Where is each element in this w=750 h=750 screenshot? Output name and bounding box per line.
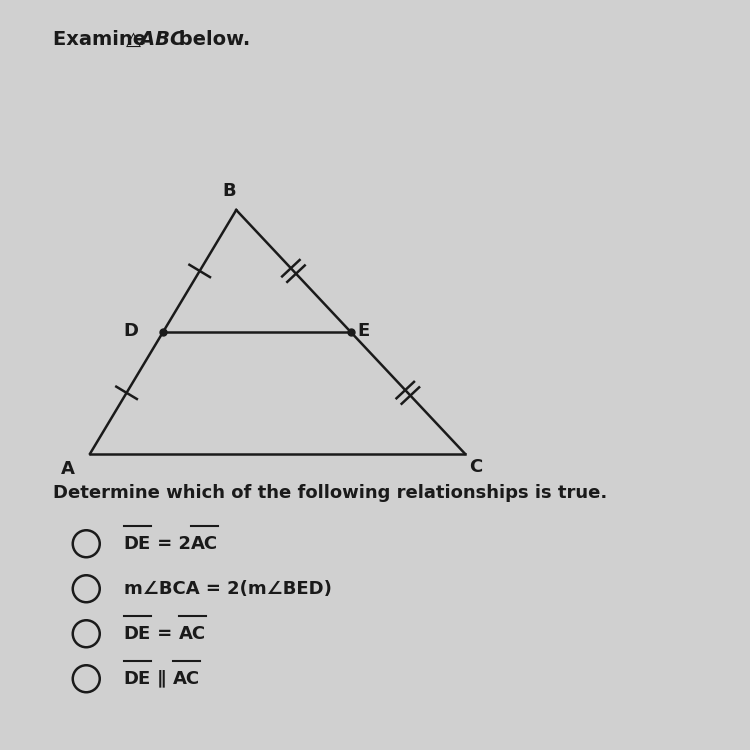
Text: D: D [124,322,139,340]
Text: m∠BCA = 2(m∠BED): m∠BCA = 2(m∠BED) [124,580,332,598]
Text: DE: DE [124,625,151,643]
Text: AC: AC [172,670,200,688]
Text: =: = [151,625,178,643]
Text: △ABC: △ABC [126,30,185,49]
Text: E: E [358,322,370,340]
Text: B: B [222,182,236,200]
Text: A: A [61,460,74,478]
Text: DE: DE [124,535,151,553]
Text: AC: AC [178,625,206,643]
Text: DE: DE [124,670,151,688]
Text: = 2: = 2 [151,535,191,553]
Text: below.: below. [172,30,250,49]
Text: ∥: ∥ [151,670,172,688]
Text: AC: AC [191,535,218,553]
Text: Examine: Examine [53,30,152,49]
Text: Determine which of the following relationships is true.: Determine which of the following relatio… [53,484,607,502]
Text: C: C [470,458,483,476]
